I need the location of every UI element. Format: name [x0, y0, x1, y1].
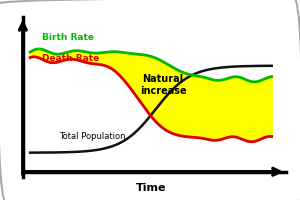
Text: Time: Time: [136, 183, 166, 193]
Text: Natural
increase: Natural increase: [140, 74, 186, 96]
Text: Death Rate: Death Rate: [42, 54, 99, 63]
Text: Total Population: Total Population: [59, 132, 126, 141]
Text: Birth Rate: Birth Rate: [42, 33, 94, 42]
